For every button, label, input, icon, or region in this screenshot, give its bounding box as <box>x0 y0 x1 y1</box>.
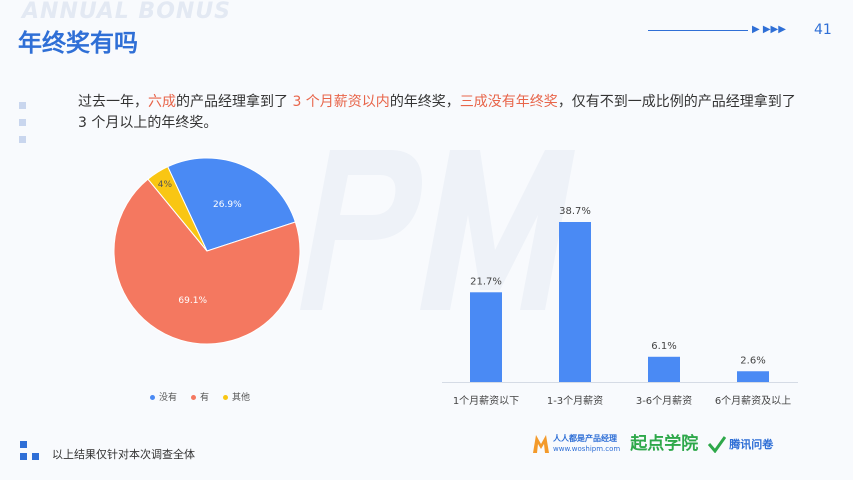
partner-logos: 人人都是产品经理 www.woshipm.com 起点学院 腾讯问卷 <box>532 434 773 454</box>
bar-value-label: 21.7% <box>470 276 502 287</box>
pie-legend: 没有 有 其他 <box>150 392 250 404</box>
footer-note: 以上结果仅针对本次调查全体 <box>52 448 195 461</box>
bar-value-label: 38.7% <box>559 206 591 217</box>
bar-value-label: 2.6% <box>740 355 765 366</box>
bar <box>470 292 502 382</box>
pie-slice-0 <box>167 157 296 252</box>
summary-text: 过去一年，六成的产品经理拿到了 3 个月薪资以内的年终奖，三成没有年终奖，仅有不… <box>78 94 796 131</box>
bullet-icon <box>19 136 26 143</box>
bullet-icon <box>19 119 26 126</box>
legend-item: 没有 <box>150 392 177 404</box>
tencent-wenjuan-logo: 腾讯问卷 <box>708 435 773 453</box>
page-number: 41 <box>814 22 832 38</box>
arrow-icon: ▶ ▶▶▶ <box>752 24 786 35</box>
check-icon <box>708 436 727 453</box>
x-tick-label: 1个月薪资以下 <box>453 395 519 407</box>
pie-value-label: 4% <box>158 180 173 190</box>
pie-slice-2 <box>147 166 208 252</box>
x-tick-label: 6个月薪资及以上 <box>715 395 791 407</box>
footer-squares-icon <box>20 441 44 463</box>
bullet-icon <box>19 102 26 109</box>
legend-item: 其他 <box>223 392 250 404</box>
pie-value-label: 69.1% <box>178 296 207 306</box>
pie-value-label: 26.9% <box>213 200 242 210</box>
legend-item: 有 <box>191 392 209 404</box>
page-title: 年终奖有吗 <box>18 29 138 57</box>
x-tick-label: 1-3个月薪资 <box>547 395 603 407</box>
pie-slice-1 <box>113 178 301 345</box>
bar-value-label: 6.1% <box>651 341 676 352</box>
bar <box>559 222 591 382</box>
bar <box>648 356 680 382</box>
bar <box>737 371 769 382</box>
header-divider <box>648 30 748 31</box>
x-tick-label: 3-6个月薪资 <box>636 395 692 407</box>
qidian-logo: 起点学院 <box>630 434 699 454</box>
woshipm-m-icon <box>533 435 549 453</box>
header-watermark: ANNUAL BONUS <box>22 0 232 24</box>
background-watermark-logo <box>300 150 575 310</box>
woshipm-logo: 人人都是产品经理 www.woshipm.com <box>532 434 620 454</box>
